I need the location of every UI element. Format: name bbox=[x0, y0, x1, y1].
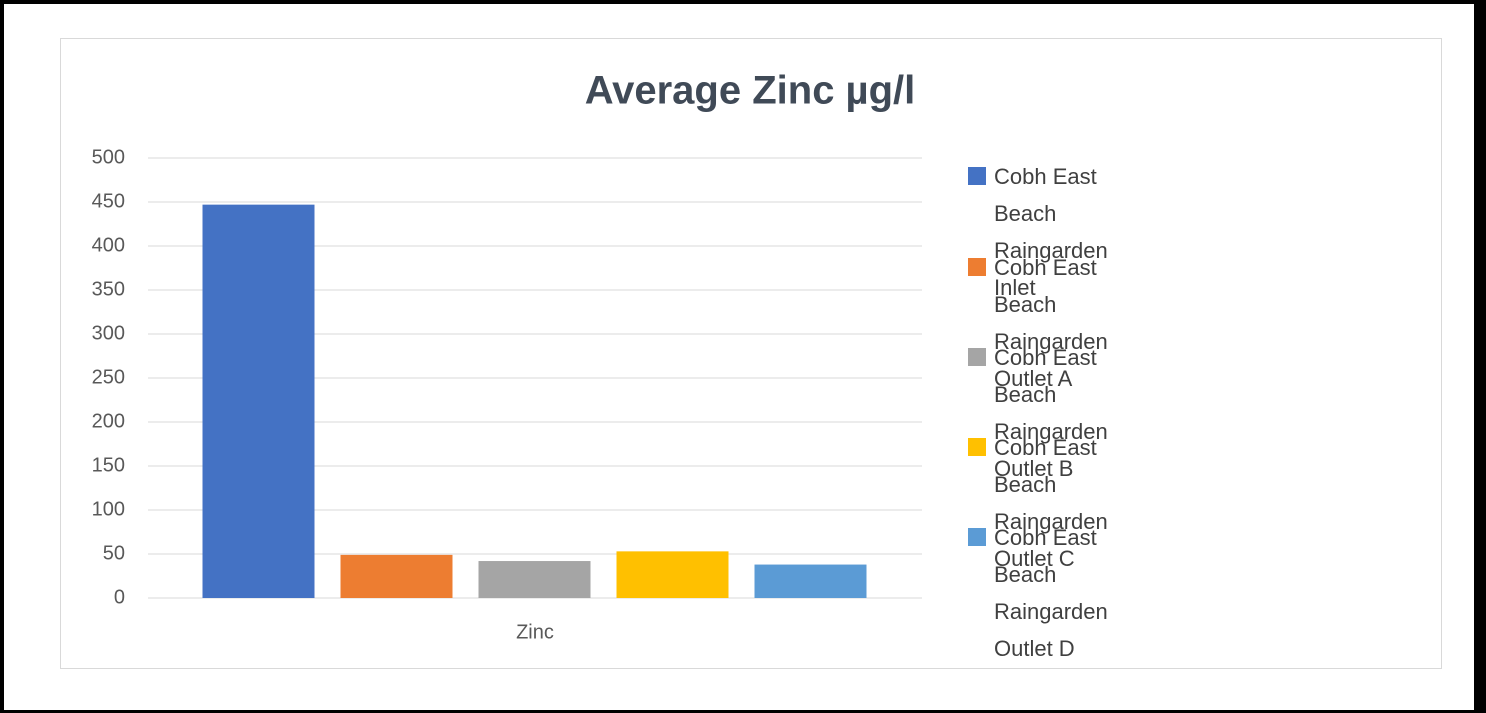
legend-swatch bbox=[968, 258, 986, 276]
y-tick-label: 0 bbox=[114, 586, 125, 608]
legend-label: Cobh East Beach Raingarden Inlet bbox=[994, 164, 1108, 300]
chart-area bbox=[60, 38, 1442, 669]
legend-entry: Cobh East Beach Raingarden Outlet C bbox=[968, 429, 1108, 577]
y-tick-label: 350 bbox=[92, 278, 125, 300]
y-tick-label: 100 bbox=[92, 498, 125, 520]
legend-swatch bbox=[968, 438, 986, 456]
bar bbox=[340, 554, 453, 598]
bar bbox=[616, 551, 729, 598]
legend-label: Cobh East Beach Raingarden Outlet D bbox=[994, 525, 1108, 661]
legend-label: Cobh East Beach Raingarden Outlet C bbox=[994, 435, 1108, 571]
legend-swatch bbox=[968, 348, 986, 366]
legend-entry: Cobh East Beach Raingarden Outlet A bbox=[968, 249, 1108, 397]
y-tick-label: 150 bbox=[92, 454, 125, 476]
legend-swatch bbox=[968, 167, 986, 185]
y-tick-label: 450 bbox=[92, 190, 125, 212]
legend-label: Cobh East Beach Raingarden Outlet B bbox=[994, 345, 1108, 481]
y-tick-label: 250 bbox=[92, 366, 125, 388]
legend-entry: Cobh East Beach Raingarden Outlet D bbox=[968, 519, 1108, 667]
y-tick-label: 50 bbox=[103, 542, 125, 564]
y-tick-label: 300 bbox=[92, 322, 125, 344]
bar bbox=[478, 561, 591, 598]
y-tick-label: 400 bbox=[92, 234, 125, 256]
y-tick-label: 500 bbox=[92, 146, 125, 168]
legend-swatch bbox=[968, 528, 986, 546]
x-tick-label: Zinc bbox=[516, 621, 554, 643]
bar bbox=[202, 204, 315, 598]
chart-title: Average Zinc µg/l bbox=[585, 69, 916, 113]
bar bbox=[754, 564, 867, 598]
y-tick-label: 200 bbox=[92, 410, 125, 432]
legend-entry: Cobh East Beach Raingarden Inlet bbox=[968, 158, 1108, 306]
legend-label: Cobh East Beach Raingarden Outlet A bbox=[994, 255, 1108, 391]
legend-entry: Cobh East Beach Raingarden Outlet B bbox=[968, 339, 1108, 487]
